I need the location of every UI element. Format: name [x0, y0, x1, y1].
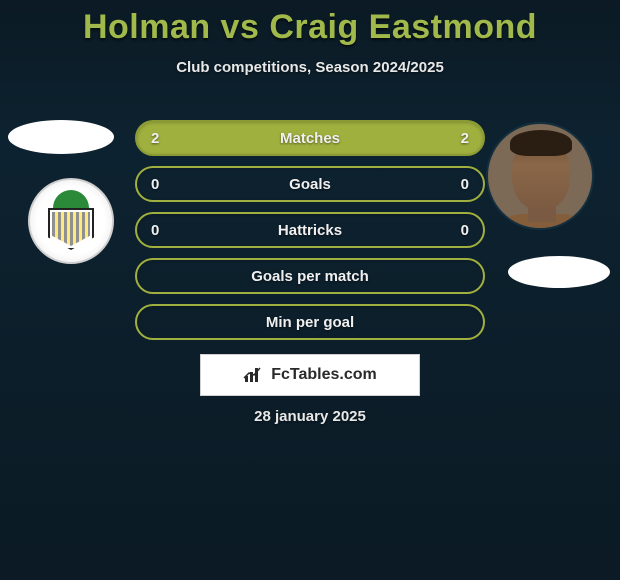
stat-bar: Goals per match — [135, 258, 485, 294]
date-label: 28 january 2025 — [0, 408, 620, 425]
subtitle: Club competitions, Season 2024/2025 — [0, 59, 620, 76]
stat-value-left: 0 — [151, 222, 159, 239]
stat-value-left: 2 — [151, 130, 159, 147]
stat-bar: 0 Hattricks 0 — [135, 212, 485, 248]
stat-value-left: 0 — [151, 176, 159, 193]
stat-label: Goals — [289, 176, 331, 193]
brand-label: FcTables.com — [271, 366, 377, 384]
stat-value-right: 2 — [461, 130, 469, 147]
brand-chart-icon — [243, 366, 265, 384]
brand-box[interactable]: FcTables.com — [200, 354, 420, 396]
stat-label: Hattricks — [278, 222, 342, 239]
stat-label: Min per goal — [266, 314, 354, 331]
player-left-club-badge — [28, 178, 114, 264]
stat-label: Matches — [280, 130, 340, 147]
stats-area: 2 Matches 2 0 Goals 0 0 Hattricks 0 Goals per mat… — [135, 120, 485, 350]
stat-bar: 0 Goals 0 — [135, 166, 485, 202]
stat-value-right: 0 — [461, 222, 469, 239]
player-right-club-badge-placeholder — [508, 256, 610, 288]
player-left-photo-placeholder — [8, 120, 114, 154]
player-right-photo — [486, 122, 594, 230]
stat-value-right: 0 — [461, 176, 469, 193]
stat-bar: Min per goal — [135, 304, 485, 340]
page-title: Holman vs Craig Eastmond — [0, 0, 620, 47]
stat-bar: 2 Matches 2 — [135, 120, 485, 156]
stat-label: Goals per match — [251, 268, 369, 285]
